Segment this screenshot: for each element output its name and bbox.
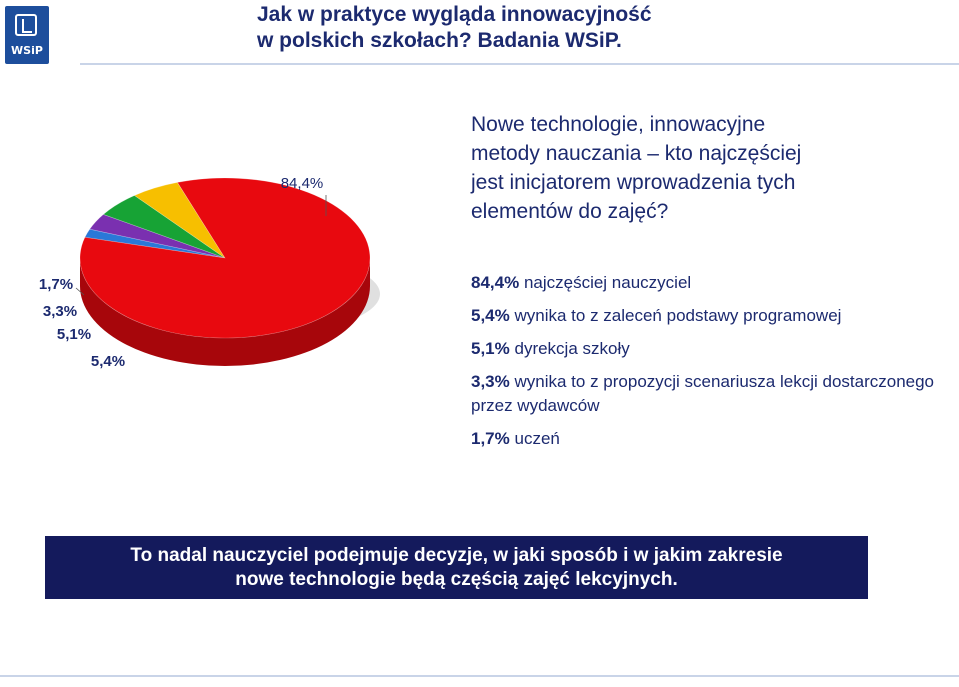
chart-legend: 84,4% najczęściej nauczyciel 5,4% wynika… xyxy=(471,271,941,460)
title-line-1: Jak w praktyce wygląda innowacyjność xyxy=(257,3,652,26)
legend-pct: 5,4% xyxy=(471,306,510,325)
question-line-4: elementów do zajęć? xyxy=(471,200,669,223)
pie-label-dyrekcja-szkoly: 5,1% xyxy=(57,326,91,343)
banner-line-2: nowe technologie będą częścią zajęć lekc… xyxy=(235,569,678,590)
question-line-2: metody nauczania – kto najczęściej xyxy=(471,142,802,165)
legend-item: 3,3% wynika to z propozycji scenariusza … xyxy=(471,370,941,418)
legend-item: 5,1% dyrekcja szkoły xyxy=(471,337,941,361)
pie-slice-najczesciej-nauczyciel xyxy=(79,177,371,339)
pie-side-najczesciej-nauczyciel xyxy=(80,258,370,366)
legend-pct: 3,3% xyxy=(471,372,510,391)
legend-item: 84,4% najczęściej nauczyciel xyxy=(471,271,941,295)
title-line-2: w polskich szkołach? Badania WSiP. xyxy=(257,29,622,52)
pie-label-najczesciej-nauczyciel: 84,4% xyxy=(281,175,324,192)
legend-pct: 1,7% xyxy=(471,429,510,448)
wsip-logo: WSiP xyxy=(5,6,49,64)
question-line-3: jest inicjatorem wprowadzenia tych xyxy=(471,171,796,194)
legend-pct: 84,4% xyxy=(471,273,520,292)
pie-slice-wynika-to-z-zalecen-podstawy-programowej xyxy=(133,182,226,259)
pie-leader-uczen xyxy=(75,287,85,296)
legend-item: 5,4% wynika to z zaleceń podstawy progra… xyxy=(471,304,941,328)
conclusion-banner: To nadal nauczyciel podejmuje decyzje, w… xyxy=(45,536,868,599)
pie-slice-dyrekcja-szkoly xyxy=(102,195,226,259)
chart-question: Nowe technologie, innowacyjne metody nau… xyxy=(471,110,941,226)
legend-pct: 5,1% xyxy=(471,339,510,358)
pie-label-uczen: 1,7% xyxy=(39,276,73,293)
legend-text: wynika to z zaleceń podstawy programowej xyxy=(514,306,842,325)
legend-item: 1,7% uczeń xyxy=(471,427,941,451)
question-line-1: Nowe technologie, innowacyjne xyxy=(471,113,766,136)
logo-mark-icon xyxy=(15,14,37,36)
pie-slice-uczen xyxy=(84,228,226,259)
banner-line-1: To nadal nauczyciel podejmuje decyzje, w… xyxy=(130,545,783,566)
pie-chart: 84,4% 5,4%5,1% 3,3% 1,7% xyxy=(39,175,380,370)
legend-text: wynika to z propozycji scenariusza lekcj… xyxy=(471,372,935,415)
page-title: Jak w praktyce wygląda innowacyjność w p… xyxy=(257,2,817,54)
pie-label-wynika-to-z-zalecen-podstawy-programowej: 5,4% xyxy=(91,353,125,370)
legend-text: uczeń xyxy=(514,429,560,448)
legend-text: dyrekcja szkoły xyxy=(514,339,630,358)
footer-divider xyxy=(0,675,959,677)
header-divider xyxy=(80,63,959,65)
pie-label-wynika-to-z-propozycji-scenariusza-lekcj: 3,3% xyxy=(43,303,77,320)
pie-slice-wynika-to-z-propozycji-scenariusza-lekcj xyxy=(89,214,226,259)
logo-text: WSiP xyxy=(11,44,43,57)
legend-text: najczęściej nauczyciel xyxy=(523,273,692,292)
